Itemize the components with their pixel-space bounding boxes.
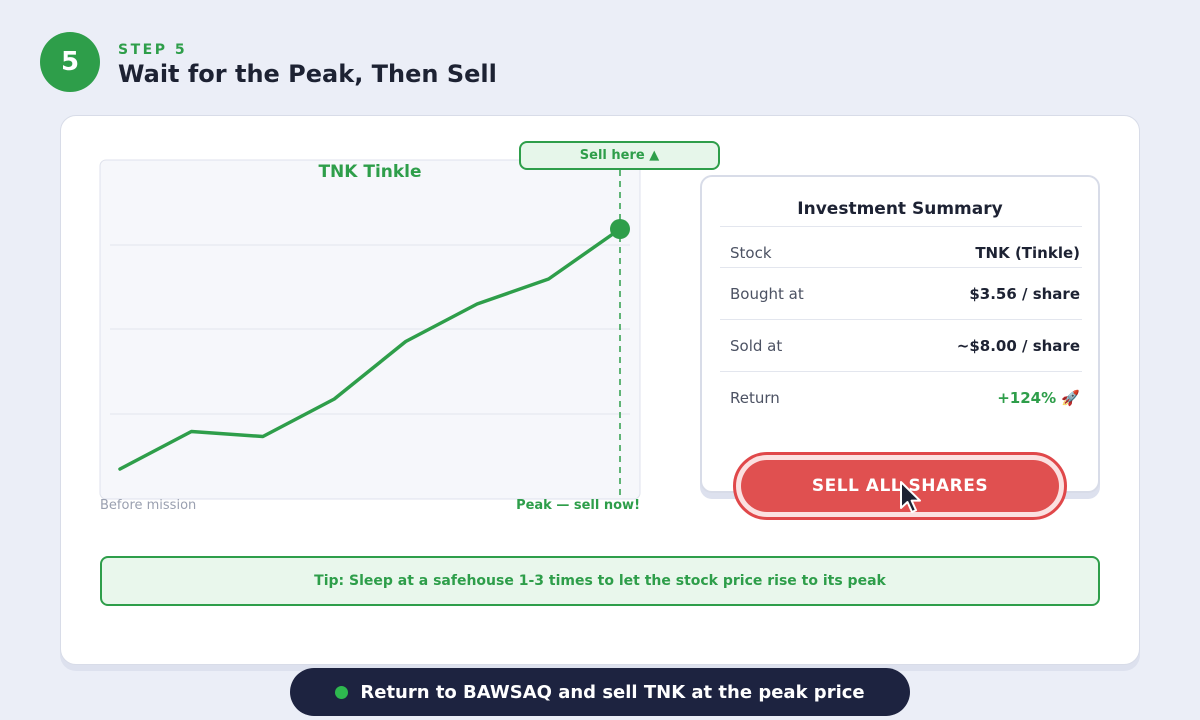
- objective-banner: Return to BAWSAQ and sell TNK at the pea…: [290, 668, 910, 716]
- step-number-badge: 5: [40, 32, 100, 92]
- page-title: Wait for the Peak, Then Sell: [118, 60, 497, 88]
- summary-title: Investment Summary: [797, 199, 1003, 219]
- summary-row-sold: Sold at ~$8.00 / share: [720, 319, 1082, 371]
- summary-key: Bought at: [730, 284, 804, 303]
- mouse-cursor-icon: [900, 481, 921, 513]
- sell-here-label: Sell here ▲: [519, 141, 720, 170]
- summary-row-stock: Stock TNK (Tinkle): [720, 226, 1082, 278]
- status-dot-icon: [335, 685, 349, 699]
- step-label: STEP 5: [118, 42, 188, 58]
- summary-value: ~$8.00 / share: [956, 336, 1080, 355]
- summary-row-bought: Bought at $3.56 / share: [720, 267, 1082, 319]
- chart-peak-label: Peak — sell now!: [516, 498, 640, 513]
- objective-text: Return to BAWSAQ and sell TNK at the pea…: [360, 681, 865, 703]
- peak-point: [610, 219, 630, 239]
- summary-value: $3.56 / share: [969, 284, 1080, 303]
- return-value: +124% 🚀: [997, 388, 1080, 407]
- series-line: [118, 227, 622, 471]
- summary-row-return: Return +124% 🚀: [720, 371, 1082, 423]
- chart-grid: [110, 244, 630, 415]
- summary-value: TNK (Tinkle): [975, 243, 1080, 262]
- investment-summary-panel: Investment Summary Stock TNK (Tinkle) Bo…: [700, 175, 1100, 493]
- summary-key: Sold at: [730, 336, 783, 355]
- tip-box: Tip: Sleep at a safehouse 1-3 times to l…: [100, 556, 1100, 606]
- summary-key: Return: [730, 388, 780, 407]
- summary-key: Stock: [730, 243, 772, 262]
- chart-start-label: Before mission: [100, 498, 197, 513]
- chart-title: TNK Tinkle: [318, 162, 422, 182]
